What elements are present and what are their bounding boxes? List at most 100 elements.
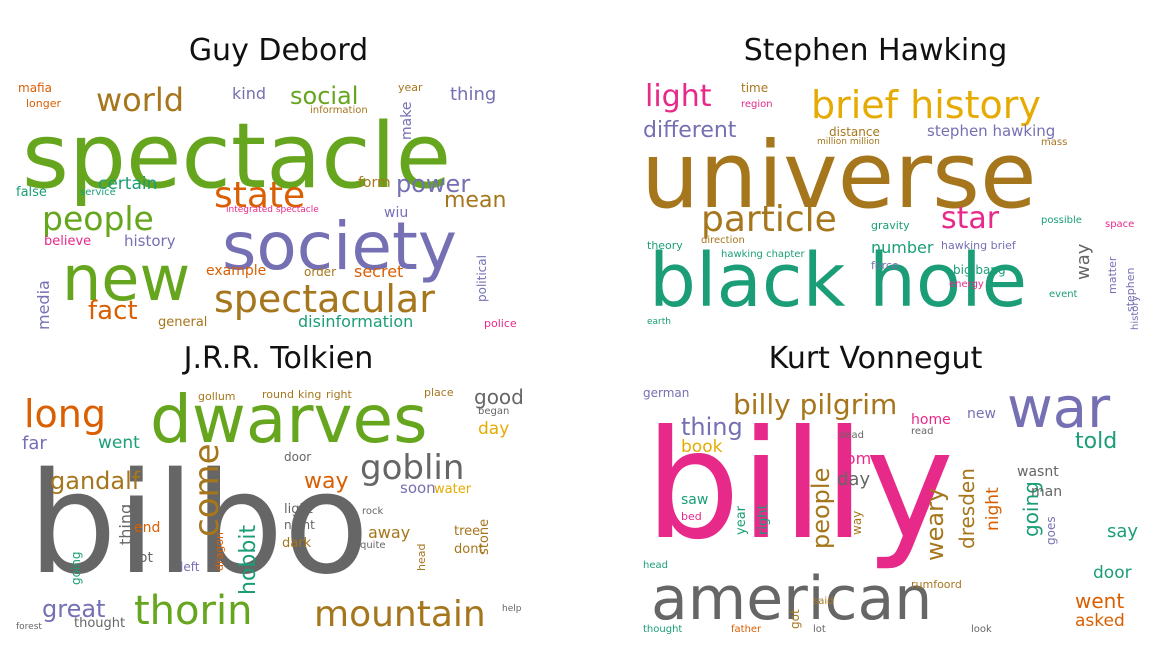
word: wiu bbox=[384, 205, 409, 221]
word: service bbox=[80, 187, 116, 198]
word: general bbox=[158, 315, 208, 330]
word: society bbox=[222, 208, 457, 285]
word: disinformation bbox=[298, 312, 414, 331]
word: wasnt bbox=[1017, 464, 1059, 480]
word: home bbox=[911, 412, 951, 428]
word: mean bbox=[444, 188, 507, 213]
panel-title: Stephen Hawking bbox=[743, 33, 1008, 68]
word: year bbox=[734, 505, 749, 535]
word: man bbox=[1031, 484, 1063, 500]
word-cloud-jrr-tolkien: bilbo dwarves thorin mountain long gobli… bbox=[14, 385, 528, 637]
word: goes bbox=[1044, 516, 1058, 545]
word: forest bbox=[16, 622, 42, 632]
word: stephen hawking bbox=[927, 122, 1056, 140]
word: read bbox=[911, 426, 934, 437]
word: force bbox=[871, 259, 899, 272]
word: rock bbox=[362, 506, 384, 517]
word: dark bbox=[282, 536, 312, 551]
word: theory bbox=[647, 239, 683, 252]
word-cloud-guy-debord: spectacle society new spectacular state … bbox=[14, 80, 528, 332]
word: rumfoord bbox=[911, 578, 962, 591]
word: water bbox=[434, 482, 472, 497]
word: soon bbox=[400, 479, 436, 497]
word: believe bbox=[44, 234, 92, 249]
panel-title: J.R.R. Tolkien bbox=[183, 341, 374, 376]
word: new bbox=[62, 242, 191, 315]
word: end bbox=[134, 520, 161, 536]
word: universe bbox=[641, 122, 1037, 229]
word: going bbox=[69, 551, 83, 585]
word: dead bbox=[839, 430, 864, 441]
word: black hole bbox=[649, 238, 1028, 324]
word: direction bbox=[701, 235, 745, 246]
word: new bbox=[967, 406, 996, 422]
word: mafia bbox=[18, 81, 52, 95]
word: example bbox=[206, 263, 267, 279]
word: dont bbox=[454, 542, 484, 557]
word: light bbox=[645, 80, 712, 114]
word: way bbox=[304, 469, 349, 494]
word: book bbox=[681, 437, 723, 457]
word: way bbox=[1073, 243, 1094, 280]
word: possible bbox=[1041, 215, 1082, 226]
word: german bbox=[643, 386, 690, 400]
word: thought bbox=[74, 616, 126, 631]
word: far bbox=[22, 433, 47, 454]
word: secret bbox=[354, 262, 404, 281]
word: space bbox=[1105, 219, 1135, 230]
word: time bbox=[741, 81, 769, 95]
word: american bbox=[651, 564, 933, 634]
word: king bbox=[298, 388, 322, 401]
panel-guy-debord: Guy Debord spectacle society new spectac… bbox=[0, 0, 585, 335]
word: gandalf bbox=[50, 467, 141, 495]
word: particle bbox=[701, 199, 837, 240]
word: told bbox=[1075, 429, 1118, 454]
word: hobbit bbox=[236, 524, 261, 595]
word: integrated spectacle bbox=[226, 205, 319, 215]
word: bilbo bbox=[28, 443, 370, 606]
word: night bbox=[983, 487, 1003, 531]
word: big bang bbox=[953, 263, 1006, 277]
word: went bbox=[1075, 589, 1125, 613]
word: media bbox=[34, 280, 53, 330]
word: power bbox=[396, 170, 471, 198]
word: head bbox=[643, 560, 668, 571]
word: region bbox=[741, 99, 773, 110]
word: social bbox=[290, 82, 359, 110]
word: got bbox=[130, 550, 153, 566]
word: police bbox=[484, 317, 517, 330]
word: longer bbox=[26, 97, 62, 110]
word: day bbox=[478, 419, 510, 439]
word: night bbox=[284, 518, 315, 532]
word: gravity bbox=[871, 219, 910, 232]
word: year bbox=[398, 81, 423, 94]
word: light bbox=[284, 502, 313, 517]
word: billy bbox=[645, 399, 955, 573]
word: door bbox=[1093, 563, 1132, 583]
panel-jrr-tolkien: J.R.R. Tolkien bilbo dwarves thorin moun… bbox=[0, 335, 585, 659]
word: history bbox=[124, 232, 176, 250]
word: form bbox=[358, 175, 391, 191]
word: state bbox=[214, 175, 306, 216]
word: political bbox=[475, 255, 489, 302]
word: look bbox=[971, 624, 992, 635]
word: matter bbox=[1106, 256, 1119, 294]
word: way bbox=[850, 510, 864, 535]
word: asked bbox=[1075, 611, 1125, 631]
word: help bbox=[502, 604, 522, 614]
word-cloud-kurt-vonnegut: billy american war billy pilgrim thing p… bbox=[641, 385, 1145, 637]
word: right bbox=[326, 388, 352, 401]
word: saw bbox=[681, 492, 709, 508]
word: thought bbox=[643, 624, 683, 635]
word: come bbox=[837, 449, 882, 468]
word: people bbox=[807, 467, 835, 549]
word: number bbox=[871, 238, 934, 257]
panel-title: Kurt Vonnegut bbox=[768, 341, 983, 376]
word: said bbox=[813, 596, 834, 607]
word: mass bbox=[1041, 137, 1068, 148]
word: dresden bbox=[955, 468, 979, 549]
word: brief history bbox=[811, 83, 1041, 127]
word: tree bbox=[454, 524, 481, 539]
word: order bbox=[304, 265, 336, 279]
word: great bbox=[42, 595, 106, 623]
